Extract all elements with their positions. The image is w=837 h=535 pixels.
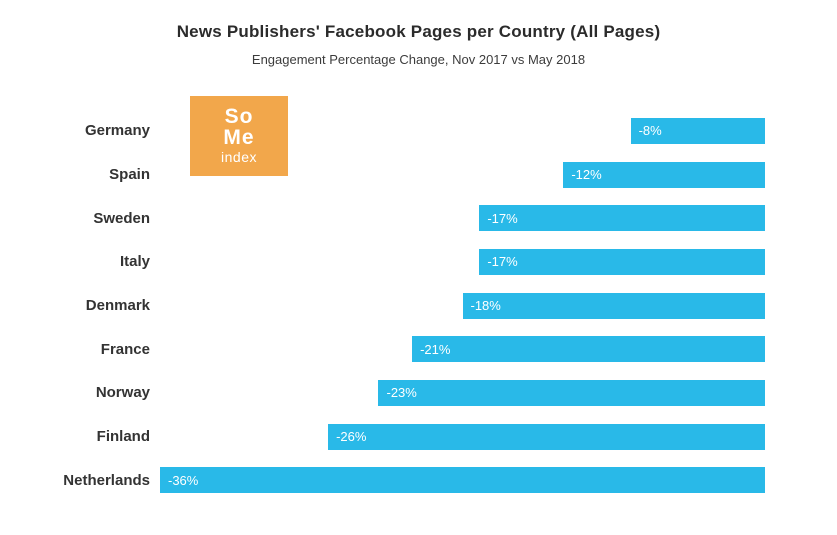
bar-chart-rows: Germany -8% Spain -12% Sweden -17% Italy -17% De… — [0, 109, 765, 502]
chart-row: Denmark -18% — [0, 284, 765, 328]
bar: -18% — [462, 292, 765, 319]
category-label: Norway — [95, 384, 150, 402]
value-label: -17% — [487, 254, 518, 270]
category-label: Sweden — [93, 209, 150, 227]
value-label: -36% — [168, 472, 199, 488]
chart-subtitle: Engagement Percentage Change, Nov 2017 v… — [251, 52, 586, 67]
bar-track: -12% — [160, 161, 765, 188]
category-label: Spain — [109, 166, 150, 184]
bar-track: -17% — [160, 248, 765, 275]
bar: -21% — [412, 336, 765, 363]
chart-row: Spain -12% — [0, 153, 765, 197]
bar: -17% — [479, 248, 765, 275]
bar-track: -17% — [160, 205, 765, 232]
bar: -8% — [630, 117, 765, 144]
value-label: -8% — [638, 123, 662, 139]
category-label: Denmark — [85, 297, 150, 315]
chart-row: France -21% — [0, 327, 765, 371]
chart-row: Italy -17% — [0, 240, 765, 284]
bar: -17% — [479, 205, 765, 232]
bar: -12% — [563, 161, 765, 188]
category-label: Finland — [96, 428, 150, 446]
value-label: -18% — [470, 298, 501, 314]
chart-row: Netherlands -36% — [0, 459, 765, 503]
logo-text-so: So — [224, 104, 254, 128]
bar-track: -8% — [160, 117, 765, 144]
bar-track: -36% — [160, 467, 765, 494]
some-index-logo: So Me index — [190, 96, 288, 176]
chart-row: Sweden -17% — [0, 196, 765, 240]
bar: -26% — [328, 423, 765, 450]
value-label: -23% — [386, 385, 417, 401]
value-label: -17% — [487, 210, 518, 226]
chart-row: Norway -23% — [0, 371, 765, 415]
value-label: -21% — [420, 341, 451, 357]
chart-row: Finland -26% — [0, 415, 765, 459]
bar-track: -23% — [160, 379, 765, 406]
category-label: Netherlands — [63, 471, 150, 489]
category-label: France — [100, 340, 150, 358]
category-label: Germany — [84, 122, 150, 140]
chart-row: Germany -8% — [0, 109, 765, 153]
logo-text-index: index — [221, 148, 257, 165]
bar: -23% — [378, 379, 765, 406]
bar-track: -26% — [160, 423, 765, 450]
chart-title: News Publishers' Facebook Pages per Coun… — [176, 22, 661, 41]
bar: -36% — [160, 467, 765, 494]
value-label: -12% — [571, 167, 602, 183]
logo-text-me: Me — [223, 125, 255, 149]
value-label: -26% — [336, 429, 367, 445]
bar-track: -21% — [160, 336, 765, 363]
category-label: Italy — [119, 253, 150, 271]
bar-track: -18% — [160, 292, 765, 319]
